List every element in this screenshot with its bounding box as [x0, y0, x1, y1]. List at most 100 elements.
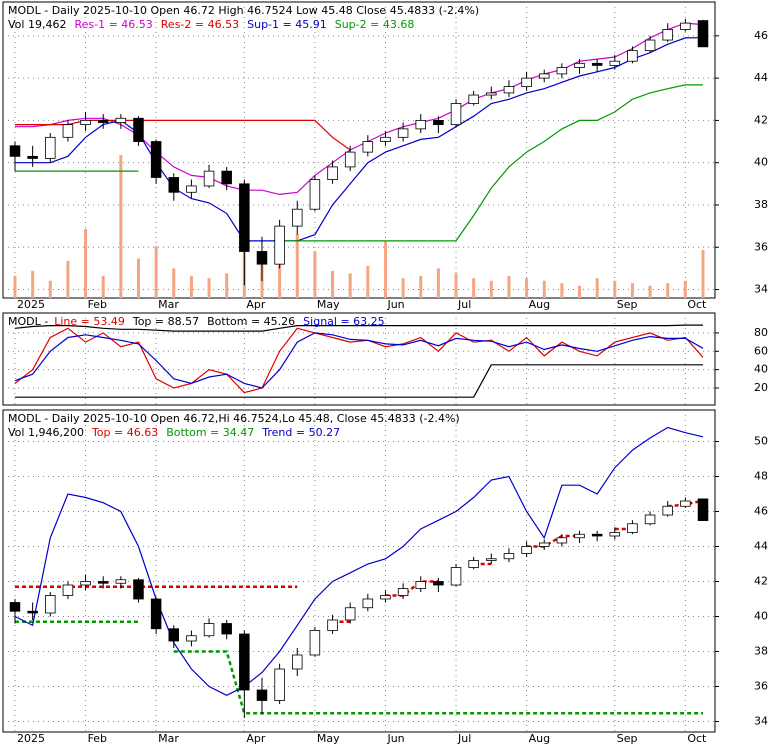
volume-bar [154, 246, 158, 298]
x-tick-label: Feb [88, 298, 107, 311]
y-tick-label: 48 [754, 470, 768, 483]
candle-body [486, 558, 497, 561]
candle-body [45, 595, 56, 614]
volume-bar [278, 263, 282, 298]
x-tick-label: 2025 [17, 298, 45, 311]
candle-body [221, 170, 232, 185]
candle-body [274, 225, 285, 265]
volume-bar [225, 273, 229, 298]
chart-title: MODL - [8, 315, 48, 328]
volume-bar [578, 285, 582, 298]
candle-body [344, 607, 356, 621]
candle-body [327, 166, 338, 181]
y-tick-label: 50 [754, 435, 768, 448]
candle-body [168, 177, 180, 193]
volume-bar [489, 280, 493, 298]
legend-entry: Top = 46.63 [91, 426, 158, 439]
candle-body [115, 579, 127, 584]
candle-body [662, 505, 673, 516]
series-line [14, 324, 703, 332]
candle-body [591, 62, 603, 66]
legend-entry: Sup-2 = 43.68 [335, 18, 415, 31]
volume-bar [666, 283, 670, 298]
candle-body [591, 533, 603, 537]
candle-body [380, 136, 391, 142]
x-tick-label: Aug [529, 298, 550, 311]
candle-body [450, 567, 462, 586]
series-line [15, 84, 703, 242]
x-tick-label: Sep [617, 298, 638, 311]
volume-bar [331, 270, 335, 298]
candle-body [256, 689, 268, 701]
volume-bar [172, 268, 176, 298]
candle-body [627, 523, 638, 533]
legend-entry: Trend = 50.27 [261, 426, 340, 439]
legend-entry: Res-1 = 46.53 [74, 18, 152, 31]
volume-bar [436, 268, 440, 298]
chart-title: MODL - Daily 2025-10-10 Open 46.72 High … [8, 4, 479, 17]
y-tick-label: 34 [754, 283, 768, 296]
volume-bar [31, 270, 35, 298]
candle-body [697, 498, 709, 521]
candle-body [133, 117, 144, 142]
candle-body [239, 633, 250, 691]
volume-bar [648, 285, 652, 298]
y-tick-label: 36 [754, 680, 768, 693]
candle-body [609, 532, 621, 537]
y-tick-label: 44 [754, 540, 768, 553]
panel-frame [2, 409, 716, 733]
volume-bar [595, 278, 599, 298]
candle-body [362, 598, 374, 609]
candle-body [397, 128, 409, 138]
volume-bar [401, 278, 405, 298]
y-tick-label: 38 [754, 198, 768, 211]
candle-body [521, 77, 532, 87]
volume-bar [701, 249, 705, 298]
series-line [15, 364, 703, 398]
candle-body [9, 145, 21, 157]
x-tick-label: May [317, 298, 340, 311]
candle-body [662, 29, 673, 41]
candle-body [344, 151, 356, 168]
candle-body [680, 500, 691, 507]
candle-body [433, 120, 444, 126]
candle-body [9, 602, 21, 612]
series-line [14, 426, 704, 696]
y-tick-label: 38 [754, 645, 768, 658]
y-tick-label: 40 [754, 610, 768, 623]
legend-entry: Bottom = 34.47 [166, 426, 254, 439]
candle-body [574, 533, 585, 539]
candle-body [644, 39, 656, 52]
volume-bar [683, 280, 687, 298]
series-line [15, 499, 704, 623]
chart-subtitle: Vol 1,946,200 [8, 426, 84, 439]
volume-bar [348, 273, 352, 298]
candle-body [186, 185, 197, 193]
legend-entry: Bottom = 45.26 [207, 315, 295, 328]
volume-bar [13, 275, 17, 298]
candle-body [538, 542, 550, 547]
x-tick-label: Oct [687, 732, 707, 745]
y-tick-label: 46 [754, 505, 768, 518]
y-tick-label: 46 [754, 29, 768, 42]
candle-body [415, 120, 426, 130]
legend-entry: Top = 88.57 [132, 315, 199, 328]
volume-bar [630, 283, 634, 298]
x-tick-label: Jul [457, 298, 471, 311]
legend-entry: Line = 53.49 [54, 315, 125, 328]
chart-title: MODL - Daily 2025-10-10 Open 46.72,Hi 46… [8, 412, 460, 425]
x-tick-label: Jun [386, 298, 404, 311]
volume-bar [189, 275, 193, 298]
x-tick-label: Mar [158, 732, 179, 745]
volume-bar [313, 251, 317, 298]
y-tick-label: 36 [754, 240, 768, 253]
volume-bar [542, 280, 546, 298]
candle-body [697, 20, 709, 48]
candle-body [150, 598, 162, 630]
y-tick-label: 44 [754, 71, 768, 84]
x-tick-label: Aug [529, 732, 550, 745]
y-tick-label: 60 [754, 344, 768, 357]
x-tick-label: May [317, 732, 340, 745]
candle-body [115, 117, 127, 123]
candle-body [362, 141, 374, 153]
